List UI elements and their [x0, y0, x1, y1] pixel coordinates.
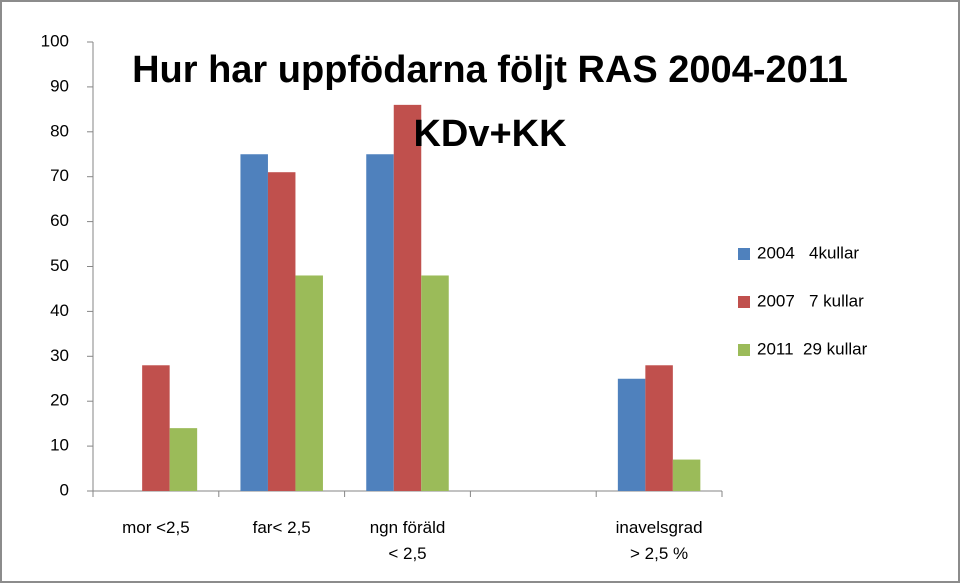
legend-label: 2004 4kullar — [757, 243, 859, 262]
y-tick-label: 40 — [50, 301, 69, 320]
y-tick-label: 60 — [50, 211, 69, 230]
y-tick-label: 50 — [50, 256, 69, 275]
x-tick-label: inavelsgrad > 2,5 % — [615, 518, 703, 563]
legend-label: 2007 7 kullar — [757, 291, 864, 310]
x-tick-label: ngn föräld < 2,5 — [369, 518, 446, 563]
x-tick-label: mor <2,5 — [122, 518, 190, 537]
y-tick-label: 100 — [41, 31, 69, 50]
bar — [366, 154, 394, 491]
bar — [169, 428, 198, 491]
y-tick-label: 70 — [50, 166, 69, 185]
y-tick-label: 10 — [50, 436, 69, 455]
bar — [393, 104, 422, 492]
bar — [267, 172, 296, 491]
legend-swatch — [738, 344, 750, 356]
y-tick-label: 90 — [50, 76, 69, 95]
y-tick-label: 0 — [60, 480, 69, 499]
y-tick-label: 20 — [50, 391, 69, 410]
y-tick-label: 30 — [50, 346, 69, 365]
y-tick-label: 80 — [50, 121, 69, 140]
x-tick-label: far< 2,5 — [252, 518, 311, 537]
legend-swatch — [738, 296, 750, 308]
bar — [240, 154, 268, 491]
chart-title: Hur har uppfödarna följt RAS 2004-2011 K… — [132, 49, 848, 155]
legend-label: 2011 29 kullar — [757, 339, 868, 358]
bar — [617, 378, 646, 491]
bar — [645, 365, 673, 491]
bar — [295, 275, 323, 491]
bar — [142, 365, 170, 491]
bar — [672, 459, 701, 491]
legend-swatch — [738, 248, 750, 260]
bar — [421, 275, 449, 491]
